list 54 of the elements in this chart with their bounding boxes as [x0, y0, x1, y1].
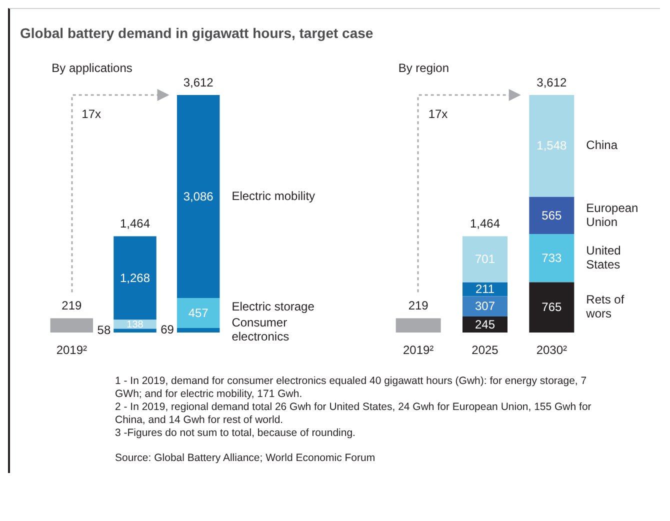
data-label: 701	[474, 252, 496, 266]
series-label: Electric storage	[232, 300, 315, 314]
data-label: 565	[542, 208, 562, 222]
data-label: 69	[160, 322, 174, 337]
bar	[529, 196, 574, 234]
text: 1 - In 2019, demand for consumer electronics equaled 40 gigawatt hours (Gwh): for energy storage, 7 GWh; and for electric mobility, 171 Gwh.	[115, 375, 588, 401]
data-label: 1,548	[536, 138, 568, 153]
series-label: Rets of wors	[585, 292, 625, 321]
x-tick-label: 2019²	[56, 343, 88, 358]
bar	[114, 236, 156, 320]
bar	[529, 234, 574, 282]
series-label: Consumer electronics	[232, 316, 290, 344]
annotation: 17x	[82, 107, 102, 121]
chart-title: Global battery demand in gigawatt hours, target case	[19, 24, 374, 43]
data-label: 457	[188, 306, 209, 320]
data-label: 245	[474, 317, 496, 332]
bar	[176, 298, 220, 328]
bar	[529, 282, 574, 333]
data-label: 307	[474, 299, 496, 314]
x-tick-label: 2030²	[536, 343, 568, 358]
text: 3 -Figures do not sum to total, because of rounding.	[115, 427, 356, 440]
total-label: 1,464	[470, 216, 500, 231]
data-label: 211	[475, 282, 495, 296]
data-label: 1,268	[120, 270, 150, 285]
total-label: 3,612	[183, 75, 214, 90]
bar	[50, 318, 94, 333]
data-label: 138	[126, 319, 144, 330]
bar	[176, 328, 220, 333]
bar	[114, 328, 156, 333]
series-label: United States	[586, 243, 621, 272]
data-label: 733	[542, 250, 562, 265]
data-label: 3,086	[183, 189, 214, 204]
bar	[176, 95, 220, 298]
series-label: European Union	[586, 200, 638, 229]
total-label: 219	[408, 298, 429, 313]
text: By region	[398, 61, 450, 75]
bar	[529, 95, 574, 197]
bar	[462, 236, 508, 282]
x-tick-label: 2019²	[402, 343, 434, 358]
total-label: 1,464	[120, 216, 150, 231]
bar	[396, 318, 441, 333]
bar	[462, 296, 508, 316]
total-label: 3,612	[536, 75, 568, 90]
source-note: Source: Global Battery Alliance; World Economic Forum	[115, 452, 376, 465]
text: 2 - In 2019, regional demand total 26 Gwh for United States, 24 Gwh for European Union, 155 Gwh for China, and 14 Gwh for rest of world.	[115, 401, 592, 427]
annotation: 17x	[428, 107, 448, 121]
text: By applications	[52, 61, 132, 75]
bar	[462, 282, 508, 296]
series-label: China	[586, 138, 618, 152]
x-tick-label: 2025	[472, 343, 499, 358]
data-label: 58	[97, 323, 111, 338]
series-label: Electric mobility	[232, 188, 316, 203]
data-label: 765	[542, 300, 562, 314]
total-label: 219	[62, 298, 82, 313]
